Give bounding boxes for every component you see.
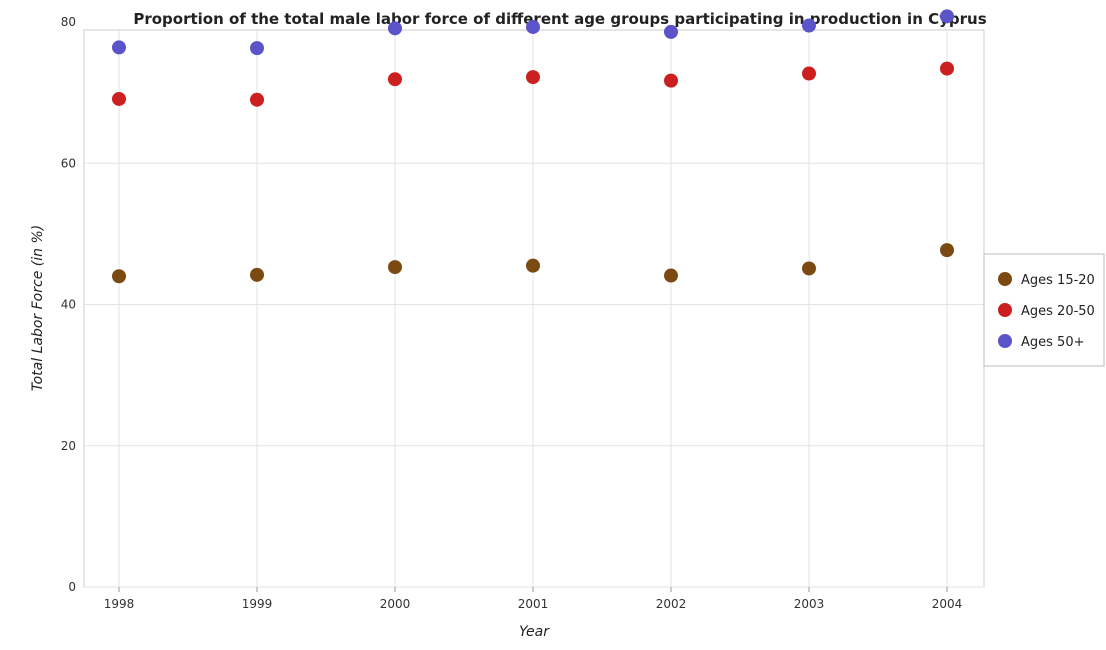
y-tick-label: 60	[61, 156, 76, 170]
data-point	[526, 70, 540, 85]
x-tick-label: 1999	[242, 597, 273, 611]
data-point	[664, 268, 678, 283]
y-tick-label: 0	[68, 580, 76, 594]
data-point	[802, 66, 816, 81]
series-ages-15-20	[112, 243, 954, 284]
data-point	[802, 18, 816, 33]
legend-label: Ages 50+	[1021, 335, 1084, 350]
y-axis-label: Total Labor Force (in %)	[30, 225, 46, 391]
plot-area	[83, 29, 985, 588]
legend-label: Ages 20-50	[1021, 304, 1095, 319]
x-tick-label: 2001	[518, 597, 549, 611]
legend: Ages 15-20 Ages 20-50 Ages 50+	[983, 253, 1105, 367]
series-ages-20-50	[112, 61, 954, 107]
data-point	[388, 260, 402, 275]
x-tick-label: 1998	[104, 597, 135, 611]
chart-title: Proportion of the total male labor force…	[133, 10, 986, 28]
data-point	[940, 243, 954, 258]
legend-marker	[998, 334, 1012, 348]
x-tick-label: 2000	[380, 597, 411, 611]
x-tick-label: 2002	[656, 597, 687, 611]
data-point	[250, 267, 264, 282]
data-point	[388, 72, 402, 87]
data-point	[112, 269, 126, 284]
data-point	[940, 61, 954, 76]
legend-marker	[998, 303, 1012, 317]
data-point	[112, 91, 126, 106]
x-tick-label: 2003	[794, 597, 825, 611]
data-point	[526, 19, 540, 34]
gridlines	[84, 30, 984, 588]
x-axis-label: Year	[519, 624, 550, 640]
data-point	[802, 261, 816, 276]
series-ages-50-	[112, 9, 954, 56]
legend-label: Ages 15-20	[1021, 273, 1095, 288]
x-axis-ticks: 1998 1999 2000 2001 2002 2003 2004	[104, 587, 963, 611]
data-point	[250, 92, 264, 107]
data-points	[112, 9, 954, 284]
y-axis-ticks: 0 20 40 60 80	[61, 15, 76, 594]
y-tick-label: 20	[61, 439, 76, 453]
y-tick-label: 80	[61, 15, 76, 29]
data-point	[664, 73, 678, 88]
x-tick-label: 2004	[932, 597, 963, 611]
data-point	[664, 24, 678, 39]
data-point	[250, 41, 264, 56]
data-point	[940, 9, 954, 24]
data-point	[388, 21, 402, 36]
y-tick-label: 40	[61, 298, 76, 312]
data-point	[112, 40, 126, 55]
legend-marker	[998, 272, 1012, 286]
data-point	[526, 258, 540, 273]
